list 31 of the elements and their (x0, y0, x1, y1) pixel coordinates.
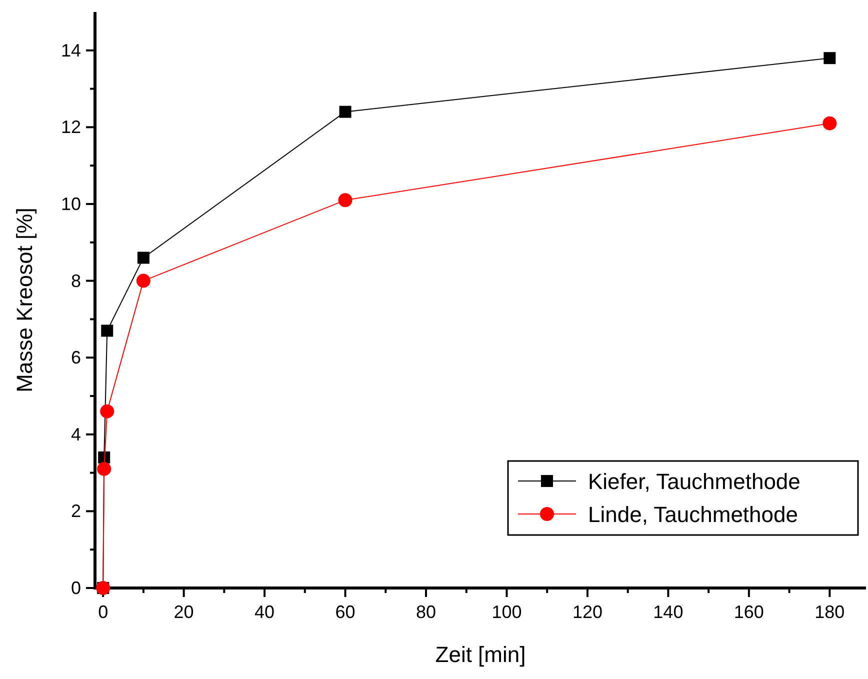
y-tick-label: 8 (70, 270, 81, 291)
y-tick-label: 0 (70, 578, 81, 598)
x-tick-label: 120 (572, 602, 602, 622)
y-tick-label: 10 (60, 194, 81, 214)
legend-label: Linde, Tauchmethode (588, 502, 798, 527)
point (822, 116, 837, 130)
point (97, 462, 112, 476)
y-tick-label: 12 (60, 117, 81, 138)
y-tick-label: 14 (60, 40, 81, 60)
x-tick-label: 60 (335, 602, 356, 622)
point (824, 52, 836, 64)
y-tick-label: 4 (70, 424, 81, 444)
y-tick-label: 6 (70, 348, 81, 368)
point (339, 106, 352, 118)
x-tick-label: 140 (653, 602, 684, 622)
point (137, 252, 150, 264)
x-tick-label: 180 (814, 602, 845, 622)
legend-label: Kiefer, Tauchmethode (588, 469, 800, 494)
x-tick-label: 0 (98, 602, 108, 622)
y-axis-title: Masse Kreosot [%] (12, 208, 37, 392)
x-tick-label: 20 (174, 602, 194, 622)
point (100, 404, 114, 418)
x-tick-label: 40 (254, 602, 275, 622)
point (338, 193, 352, 208)
y-tick-label: 2 (70, 501, 81, 522)
point (101, 324, 114, 337)
x-axis-title: Zeit [min] (435, 642, 526, 667)
x-tick-label: 100 (492, 602, 522, 622)
x-tick-label: 80 (416, 602, 436, 622)
point (136, 274, 150, 288)
x-tick-label: 160 (734, 602, 764, 622)
